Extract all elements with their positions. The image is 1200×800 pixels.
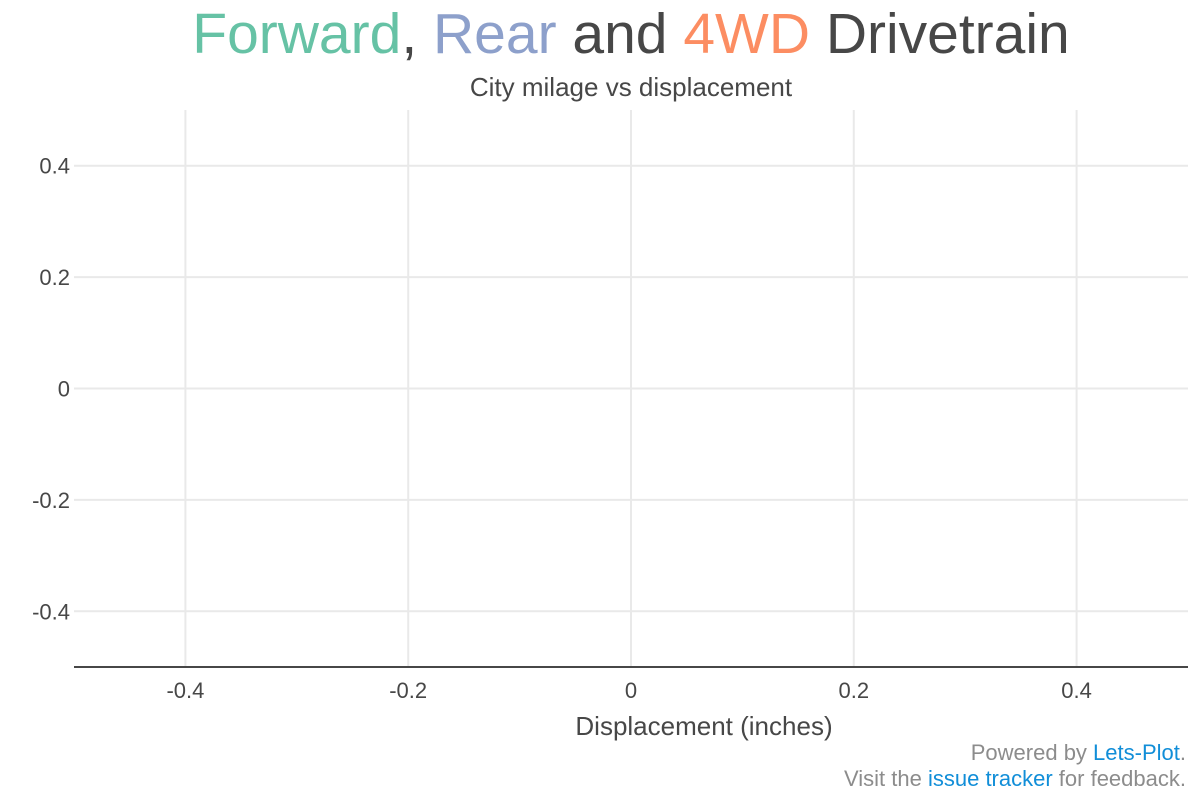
caption-powered-by: Powered by (970, 740, 1094, 765)
caption-line-1: Powered by Lets-Plot. (971, 740, 1186, 766)
x-axis-label: Displacement (inches) (575, 711, 832, 741)
y-tick-label: -0.4 (32, 599, 70, 624)
title-separator: , (401, 2, 433, 66)
issue-tracker-link[interactable]: issue tracker (927, 766, 1053, 791)
title-drivetrain: Drivetrain (810, 2, 1070, 66)
chart-subtitle: City milage vs displacement (469, 72, 793, 102)
title-4wd: 4WD (683, 2, 810, 66)
y-tick-label: -0.2 (32, 488, 70, 513)
caption-line-2: Visit the issue tracker for feedback. (844, 766, 1186, 792)
title-forward: Forward (192, 2, 402, 66)
x-tick-label: -0.2 (389, 678, 427, 703)
lets-plot-link[interactable]: Lets-Plot (1093, 740, 1180, 765)
y-tick-label: 0 (58, 377, 70, 402)
title-and: and (556, 2, 684, 66)
caption-period: . (1179, 740, 1186, 765)
x-tick-label: 0.2 (839, 678, 870, 703)
chart-title: Forward, Rear and 4WD Drivetrain (0, 2, 1200, 66)
title-rear: Rear (433, 2, 557, 66)
caption-feedback: for feedback. (1052, 766, 1186, 791)
x-tick-label: -0.4 (166, 678, 204, 703)
x-tick-label: 0 (625, 678, 637, 703)
y-tick-label: 0.2 (39, 265, 70, 290)
y-tick-label: 0.4 (39, 154, 70, 179)
caption-visit: Visit the (843, 766, 928, 791)
x-tick-label: 0.4 (1061, 678, 1092, 703)
